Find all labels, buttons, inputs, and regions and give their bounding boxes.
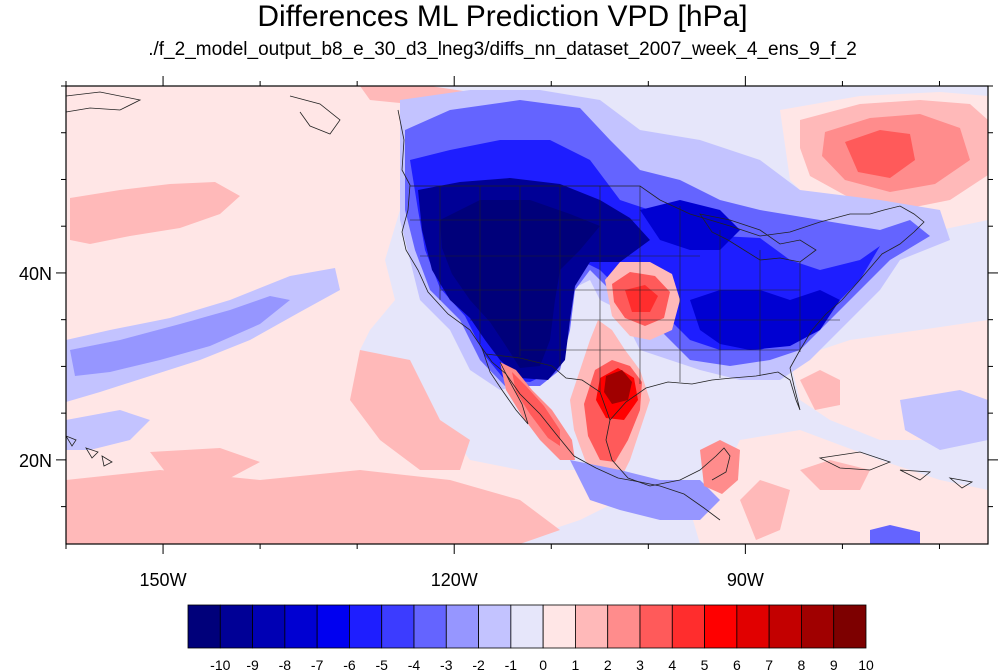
region-baja-coast-positive-strong	[512, 372, 560, 446]
colorbar-label: -9	[246, 657, 259, 672]
gulf-coastline	[609, 367, 801, 421]
region-pacific-positive-band	[70, 182, 240, 244]
colorbar-swatch	[736, 604, 770, 649]
colorbar-label: 3	[636, 657, 644, 672]
axis-tick-labels: 150W 120W 90W 20N 40N	[19, 264, 764, 590]
region-south-pacific-positive	[66, 470, 560, 544]
caribbean-islands	[818, 451, 974, 489]
colorbar-label: -8	[279, 657, 292, 672]
colorbar-label: -10	[210, 657, 230, 672]
coastlines-and-borders	[66, 91, 974, 521]
atlantic-coastline	[789, 205, 925, 369]
y-tick-label: 20N	[19, 451, 52, 471]
region-north-atlantic-positive-core	[845, 130, 915, 178]
colorbar-swatch	[510, 604, 544, 649]
colorbar-swatch	[607, 604, 641, 649]
aleutian-coast	[289, 95, 341, 135]
colorbar-label: 7	[765, 657, 773, 672]
colorbar-swatch	[478, 604, 512, 649]
colorbar-label: -6	[343, 657, 356, 672]
colorbar-labels: -10 -9 -8 -7 -6 -5 -4 -3 -2 -1 0 1 2 3 4 5 6 7 8 9 10	[210, 657, 874, 672]
hawaii-islands	[66, 435, 113, 467]
colorbar	[187, 604, 867, 649]
region-central-plains-positive-core	[625, 285, 658, 312]
colorbar-label: 4	[668, 657, 676, 672]
colorbar-label: 2	[604, 657, 612, 672]
y-tick-label: 40N	[19, 264, 52, 284]
colorbar-swatch	[349, 604, 383, 649]
colorbar-swatch	[219, 604, 253, 649]
plot-area	[66, 86, 988, 544]
region-central-pacific-negative-mid	[70, 296, 290, 376]
colorbar-label: 1	[572, 657, 580, 672]
colorbar-label: -4	[408, 657, 421, 672]
colorbar-label: -3	[440, 657, 453, 672]
region-bottom-right-negative	[870, 525, 920, 544]
region-hawaii-negative	[66, 410, 150, 450]
colorbar-swatch	[542, 604, 576, 649]
alaska-coast	[66, 91, 142, 113]
colorbar-label: 8	[798, 657, 806, 672]
colorbar-swatch	[704, 604, 738, 649]
region-yucatan-positive	[700, 440, 740, 494]
region-great-lakes-negative	[640, 200, 740, 250]
colorbar-swatch	[413, 604, 447, 649]
colorbar-swatch	[284, 604, 318, 649]
colorbar-label: -2	[472, 657, 485, 672]
state-borders	[410, 186, 840, 392]
region-cuba-positive	[800, 460, 870, 490]
x-tick-label: 150W	[140, 570, 187, 590]
axis-ticks	[56, 76, 998, 554]
colorbar-label: 0	[539, 657, 547, 672]
region-atlantic-negative	[900, 390, 988, 450]
colorbar-swatch	[833, 604, 867, 649]
region-gulf-positive	[800, 370, 840, 410]
baja-coastline	[481, 347, 529, 425]
colorbar-label: -7	[311, 657, 324, 672]
map-title: Differences ML Prediction VPD [hPa]	[257, 0, 748, 33]
region-caribbean-positive	[740, 480, 790, 540]
colorbar-swatch	[801, 604, 835, 649]
x-tick-label: 120W	[431, 570, 478, 590]
color-field	[66, 86, 988, 544]
colorbar-label: 9	[830, 657, 838, 672]
region-mexico-negative	[570, 460, 720, 520]
colorbar-swatch	[671, 604, 705, 649]
colorbar-swatch	[639, 604, 673, 649]
region-subtropical-positive	[350, 350, 470, 470]
mexico-east-coastline	[605, 419, 731, 487]
colorbar-swatch	[768, 604, 802, 649]
colorbar-swatch	[187, 604, 221, 649]
region-texas-positive-core	[604, 370, 632, 404]
colorbar-label: -1	[505, 657, 518, 672]
x-tick-label: 90W	[727, 570, 764, 590]
colorbar-label: 5	[701, 657, 709, 672]
plot-frame	[65, 85, 989, 545]
colorbar-swatch	[381, 604, 415, 649]
region-south-pacific-positive-2	[150, 448, 260, 478]
colorbar-swatch	[575, 604, 609, 649]
us-canada-border	[410, 185, 870, 237]
map-subtitle: ./f_2_model_output_b8_e_30_d3_lneg3/diff…	[148, 39, 857, 60]
colorbar-swatch	[316, 604, 350, 649]
colorbar-swatch	[445, 604, 479, 649]
colorbar-label: 6	[733, 657, 741, 672]
colorbar-label: 10	[858, 657, 874, 672]
colorbar-label: -5	[375, 657, 388, 672]
colorbar-swatch	[252, 604, 286, 649]
